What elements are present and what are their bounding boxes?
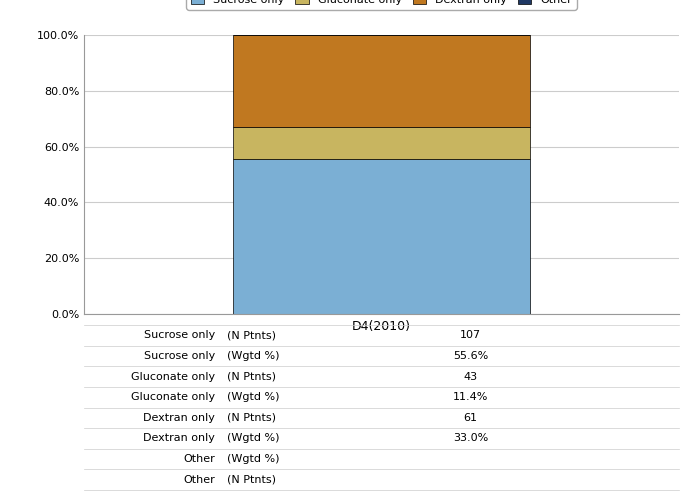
Text: (Wgtd %): (Wgtd %) <box>227 454 279 464</box>
Text: (N Ptnts): (N Ptnts) <box>227 413 276 423</box>
Text: (N Ptnts): (N Ptnts) <box>227 474 276 484</box>
Text: Other: Other <box>183 454 215 464</box>
Text: 107: 107 <box>460 330 482 340</box>
Text: Dextran only: Dextran only <box>143 434 215 444</box>
Text: Sucrose only: Sucrose only <box>144 351 215 361</box>
Text: Dextran only: Dextran only <box>143 413 215 423</box>
Text: 61: 61 <box>463 413 477 423</box>
Bar <box>232 159 531 314</box>
Text: (Wgtd %): (Wgtd %) <box>227 434 279 444</box>
Legend: Sucrose only, Gluconate only, Dextran only, Other: Sucrose only, Gluconate only, Dextran on… <box>186 0 577 10</box>
Text: 43: 43 <box>463 372 478 382</box>
Text: 33.0%: 33.0% <box>453 434 489 444</box>
Text: (Wgtd %): (Wgtd %) <box>227 351 279 361</box>
Text: (N Ptnts): (N Ptnts) <box>227 372 276 382</box>
Text: Gluconate only: Gluconate only <box>131 392 215 402</box>
Bar <box>232 127 531 159</box>
Text: Other: Other <box>183 474 215 484</box>
Text: Sucrose only: Sucrose only <box>144 330 215 340</box>
Text: (N Ptnts): (N Ptnts) <box>227 330 276 340</box>
Text: (Wgtd %): (Wgtd %) <box>227 392 279 402</box>
Text: 11.4%: 11.4% <box>453 392 489 402</box>
Text: 55.6%: 55.6% <box>453 351 489 361</box>
Bar <box>232 35 531 127</box>
Text: Gluconate only: Gluconate only <box>131 372 215 382</box>
